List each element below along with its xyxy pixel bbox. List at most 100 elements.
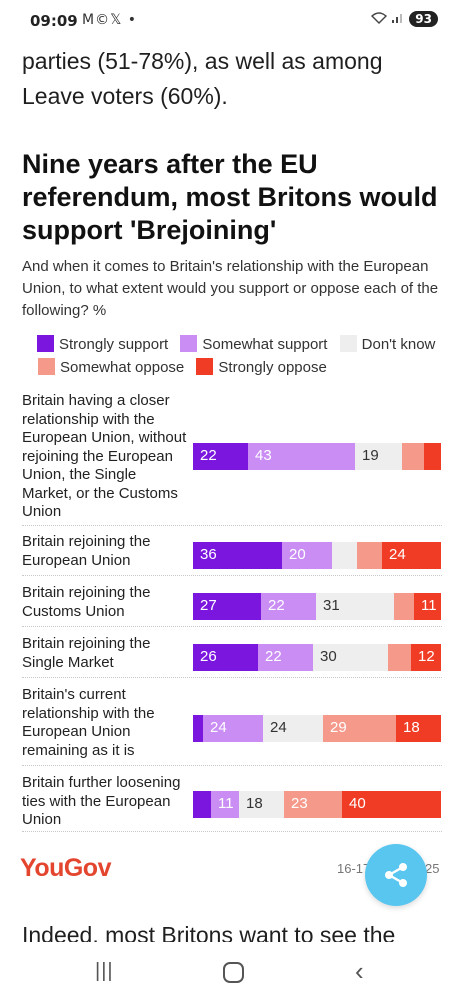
- data-label: 22: [265, 648, 282, 665]
- bar-segment-strongly-oppose: 18: [396, 715, 441, 742]
- category-label: Britain rejoining the Single Market: [22, 635, 151, 671]
- data-label: 12: [418, 648, 435, 665]
- data-label: 24: [210, 719, 227, 736]
- legend-swatch: [196, 358, 214, 375]
- data-label: 43: [255, 447, 272, 464]
- legend-item-dont-know: Don't know: [339, 335, 436, 353]
- bar-segment-somewhat-oppose: [402, 443, 424, 470]
- chart-row: Britain rejoining the European Union 36 20…: [22, 533, 442, 576]
- fieldwork-date: 16-17: [337, 861, 371, 876]
- data-label: 40: [349, 795, 366, 812]
- bar-segment-somewhat-oppose: 23: [284, 791, 342, 818]
- bar-segment-strongly-support: 26: [193, 644, 258, 671]
- bar-segment-strongly-oppose: 11: [414, 593, 441, 620]
- bar-segment-somewhat-oppose: [394, 593, 414, 620]
- legend-item-somewhat-support: Somewhat support: [180, 335, 328, 353]
- chart-row: Britain having a closer relationship wit…: [22, 392, 442, 526]
- data-label: 31: [323, 597, 340, 614]
- data-label: 18: [246, 795, 263, 812]
- data-label: 27: [200, 597, 217, 614]
- legend-item-somewhat-oppose: Somewhat oppose: [38, 358, 185, 376]
- legend-label: Somewhat support: [202, 336, 328, 353]
- data-label: 23: [291, 795, 308, 812]
- legend-swatch: [180, 335, 198, 352]
- category-label: Britain further loosening ties with the …: [22, 774, 181, 828]
- bar-segment-somewhat-support: 11: [211, 791, 239, 818]
- recent-apps-button[interactable]: |||: [95, 960, 114, 982]
- bar-segment-strongly-oppose: 12: [411, 644, 441, 671]
- legend-swatch: [38, 358, 55, 375]
- notification-icons: M©𝕏 •: [82, 12, 138, 28]
- bar-segment-strongly-oppose: 24: [382, 542, 441, 569]
- data-label: 20: [289, 546, 306, 563]
- wifi-icon: [371, 11, 388, 27]
- stacked-bar: 27 22 31 11: [193, 593, 441, 620]
- bar-segment-strongly-support: 27: [193, 593, 261, 620]
- data-label: 29: [330, 719, 347, 736]
- stacked-bar: 11 18 23 40: [193, 791, 441, 818]
- yougov-logo[interactable]: YouGov: [20, 854, 111, 883]
- bar-segment-strongly-support: [193, 791, 211, 818]
- fieldwork-date-end: 25: [425, 861, 440, 876]
- status-right: 93: [371, 11, 438, 27]
- chart-row: Britain further loosening ties with the …: [22, 774, 442, 832]
- bar-segment-dont-know: 24: [263, 715, 323, 742]
- system-nav-bar: ||| ‹: [0, 948, 462, 1000]
- bar-segment-somewhat-support: 22: [261, 593, 316, 620]
- chart-row: Britain's current relationship with the …: [22, 686, 442, 766]
- data-label: 30: [320, 648, 337, 665]
- bar-segment-somewhat-oppose: [357, 542, 382, 569]
- chart-row: Britain rejoining the Single Market 26 22 3…: [22, 635, 442, 678]
- legend-swatch: [37, 335, 54, 352]
- bar-segment-somewhat-support: 43: [248, 443, 355, 470]
- bar-segment-strongly-oppose: 40: [342, 791, 441, 818]
- data-label: 24: [389, 546, 406, 563]
- battery-indicator: 93: [409, 11, 438, 27]
- stacked-bar: 26 22 30 12: [193, 644, 441, 671]
- bar-segment-dont-know: 31: [316, 593, 394, 620]
- chart-legend: Strongly support Somewhat support Don't …: [37, 333, 448, 379]
- data-label: 26: [200, 648, 217, 665]
- data-label: 19: [362, 447, 379, 464]
- status-time: 09:09: [30, 12, 78, 30]
- article-next-paragraph: Indeed, most Britons want to see the: [22, 922, 396, 942]
- stacked-bar: 24 24 29 18: [193, 715, 441, 742]
- chart-row: Britain rejoining the Customs Union 27 22 3…: [22, 584, 442, 627]
- stacked-bar: 36 20 24: [193, 542, 441, 569]
- signal-icon: [391, 12, 405, 27]
- legend-label: Strongly oppose: [218, 359, 327, 376]
- category-label: Britain rejoining the European Union: [22, 533, 151, 569]
- data-label: 11: [421, 597, 437, 614]
- legend-item-strongly-oppose: Strongly oppose: [196, 358, 327, 376]
- data-label: 22: [200, 447, 217, 464]
- legend-swatch: [339, 335, 357, 352]
- bar-segment-strongly-oppose: [424, 443, 441, 470]
- article-intro-text: parties (51-78%), as well as among Leave…: [22, 48, 383, 109]
- bar-segment-strongly-support: [193, 715, 203, 742]
- legend-label: Don't know: [361, 336, 436, 353]
- bar-segment-somewhat-oppose: 29: [323, 715, 396, 742]
- bar-segment-strongly-support: 22: [193, 443, 248, 470]
- home-button[interactable]: [223, 962, 244, 983]
- back-button[interactable]: ‹: [355, 956, 364, 986]
- bar-segment-somewhat-oppose: [388, 644, 411, 671]
- bar-segment-dont-know: 18: [239, 791, 284, 818]
- data-label: 36: [200, 546, 217, 563]
- stacked-bar: 22 43 19: [193, 443, 441, 470]
- bar-segment-somewhat-support: 24: [203, 715, 263, 742]
- status-bar: 09:09 M©𝕏 • 93: [0, 0, 462, 40]
- bar-segment-dont-know: [332, 542, 357, 569]
- legend-item-strongly-support: Strongly support: [37, 335, 169, 353]
- category-label: Britain rejoining the Customs Union: [22, 584, 151, 620]
- category-label: Britain having a closer relationship wit…: [22, 392, 187, 520]
- data-label: 22: [268, 597, 285, 614]
- share-icon: [385, 863, 407, 887]
- share-button[interactable]: [365, 844, 427, 906]
- legend-label: Somewhat oppose: [60, 359, 185, 376]
- chart-title: Nine years after the EU referendum, most…: [22, 149, 438, 245]
- legend-label: Strongly support: [59, 336, 169, 353]
- category-label: Britain's current relationship with the …: [22, 686, 155, 759]
- bar-segment-somewhat-support: 20: [282, 542, 332, 569]
- bar-segment-somewhat-support: 22: [258, 644, 313, 671]
- logo-text: YouGov: [20, 854, 111, 882]
